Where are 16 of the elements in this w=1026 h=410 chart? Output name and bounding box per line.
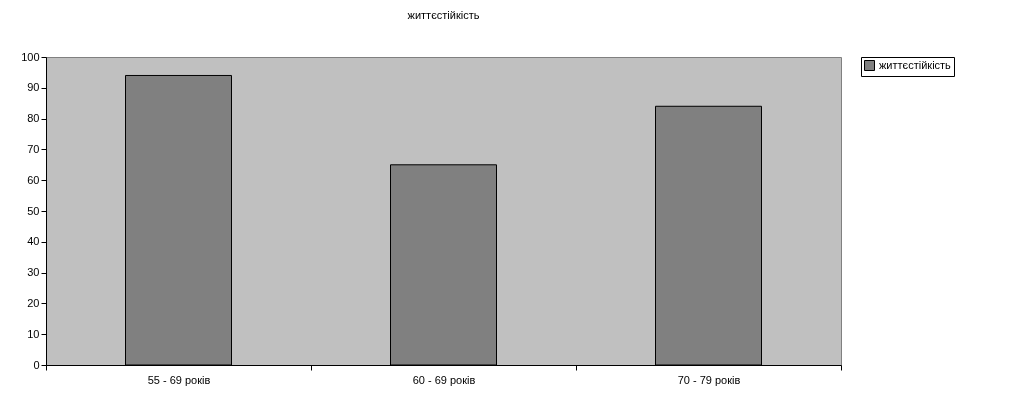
y-tick-label: 90 [27, 81, 40, 94]
x-tick-label: 55 - 69 років [147, 373, 211, 386]
x-tick-label: 70 - 79 років [677, 373, 741, 386]
y-tick-label: 50 [27, 204, 40, 217]
legend-label: життєстійкість [879, 58, 952, 71]
y-tick-label: 80 [27, 112, 40, 125]
y-tick-label: 70 [27, 142, 40, 155]
y-tick-label: 10 [27, 327, 40, 340]
y-tick-label: 30 [27, 266, 40, 279]
y-tick-label: 0 [33, 358, 40, 371]
y-tick-label: 100 [21, 50, 40, 63]
chart-title: життєстійкість [407, 9, 480, 21]
y-tick-label: 20 [27, 296, 40, 309]
y-tick-label: 40 [27, 235, 40, 248]
x-tick-label: 60 - 69 років [412, 373, 476, 386]
y-tick-label: 60 [27, 173, 40, 186]
